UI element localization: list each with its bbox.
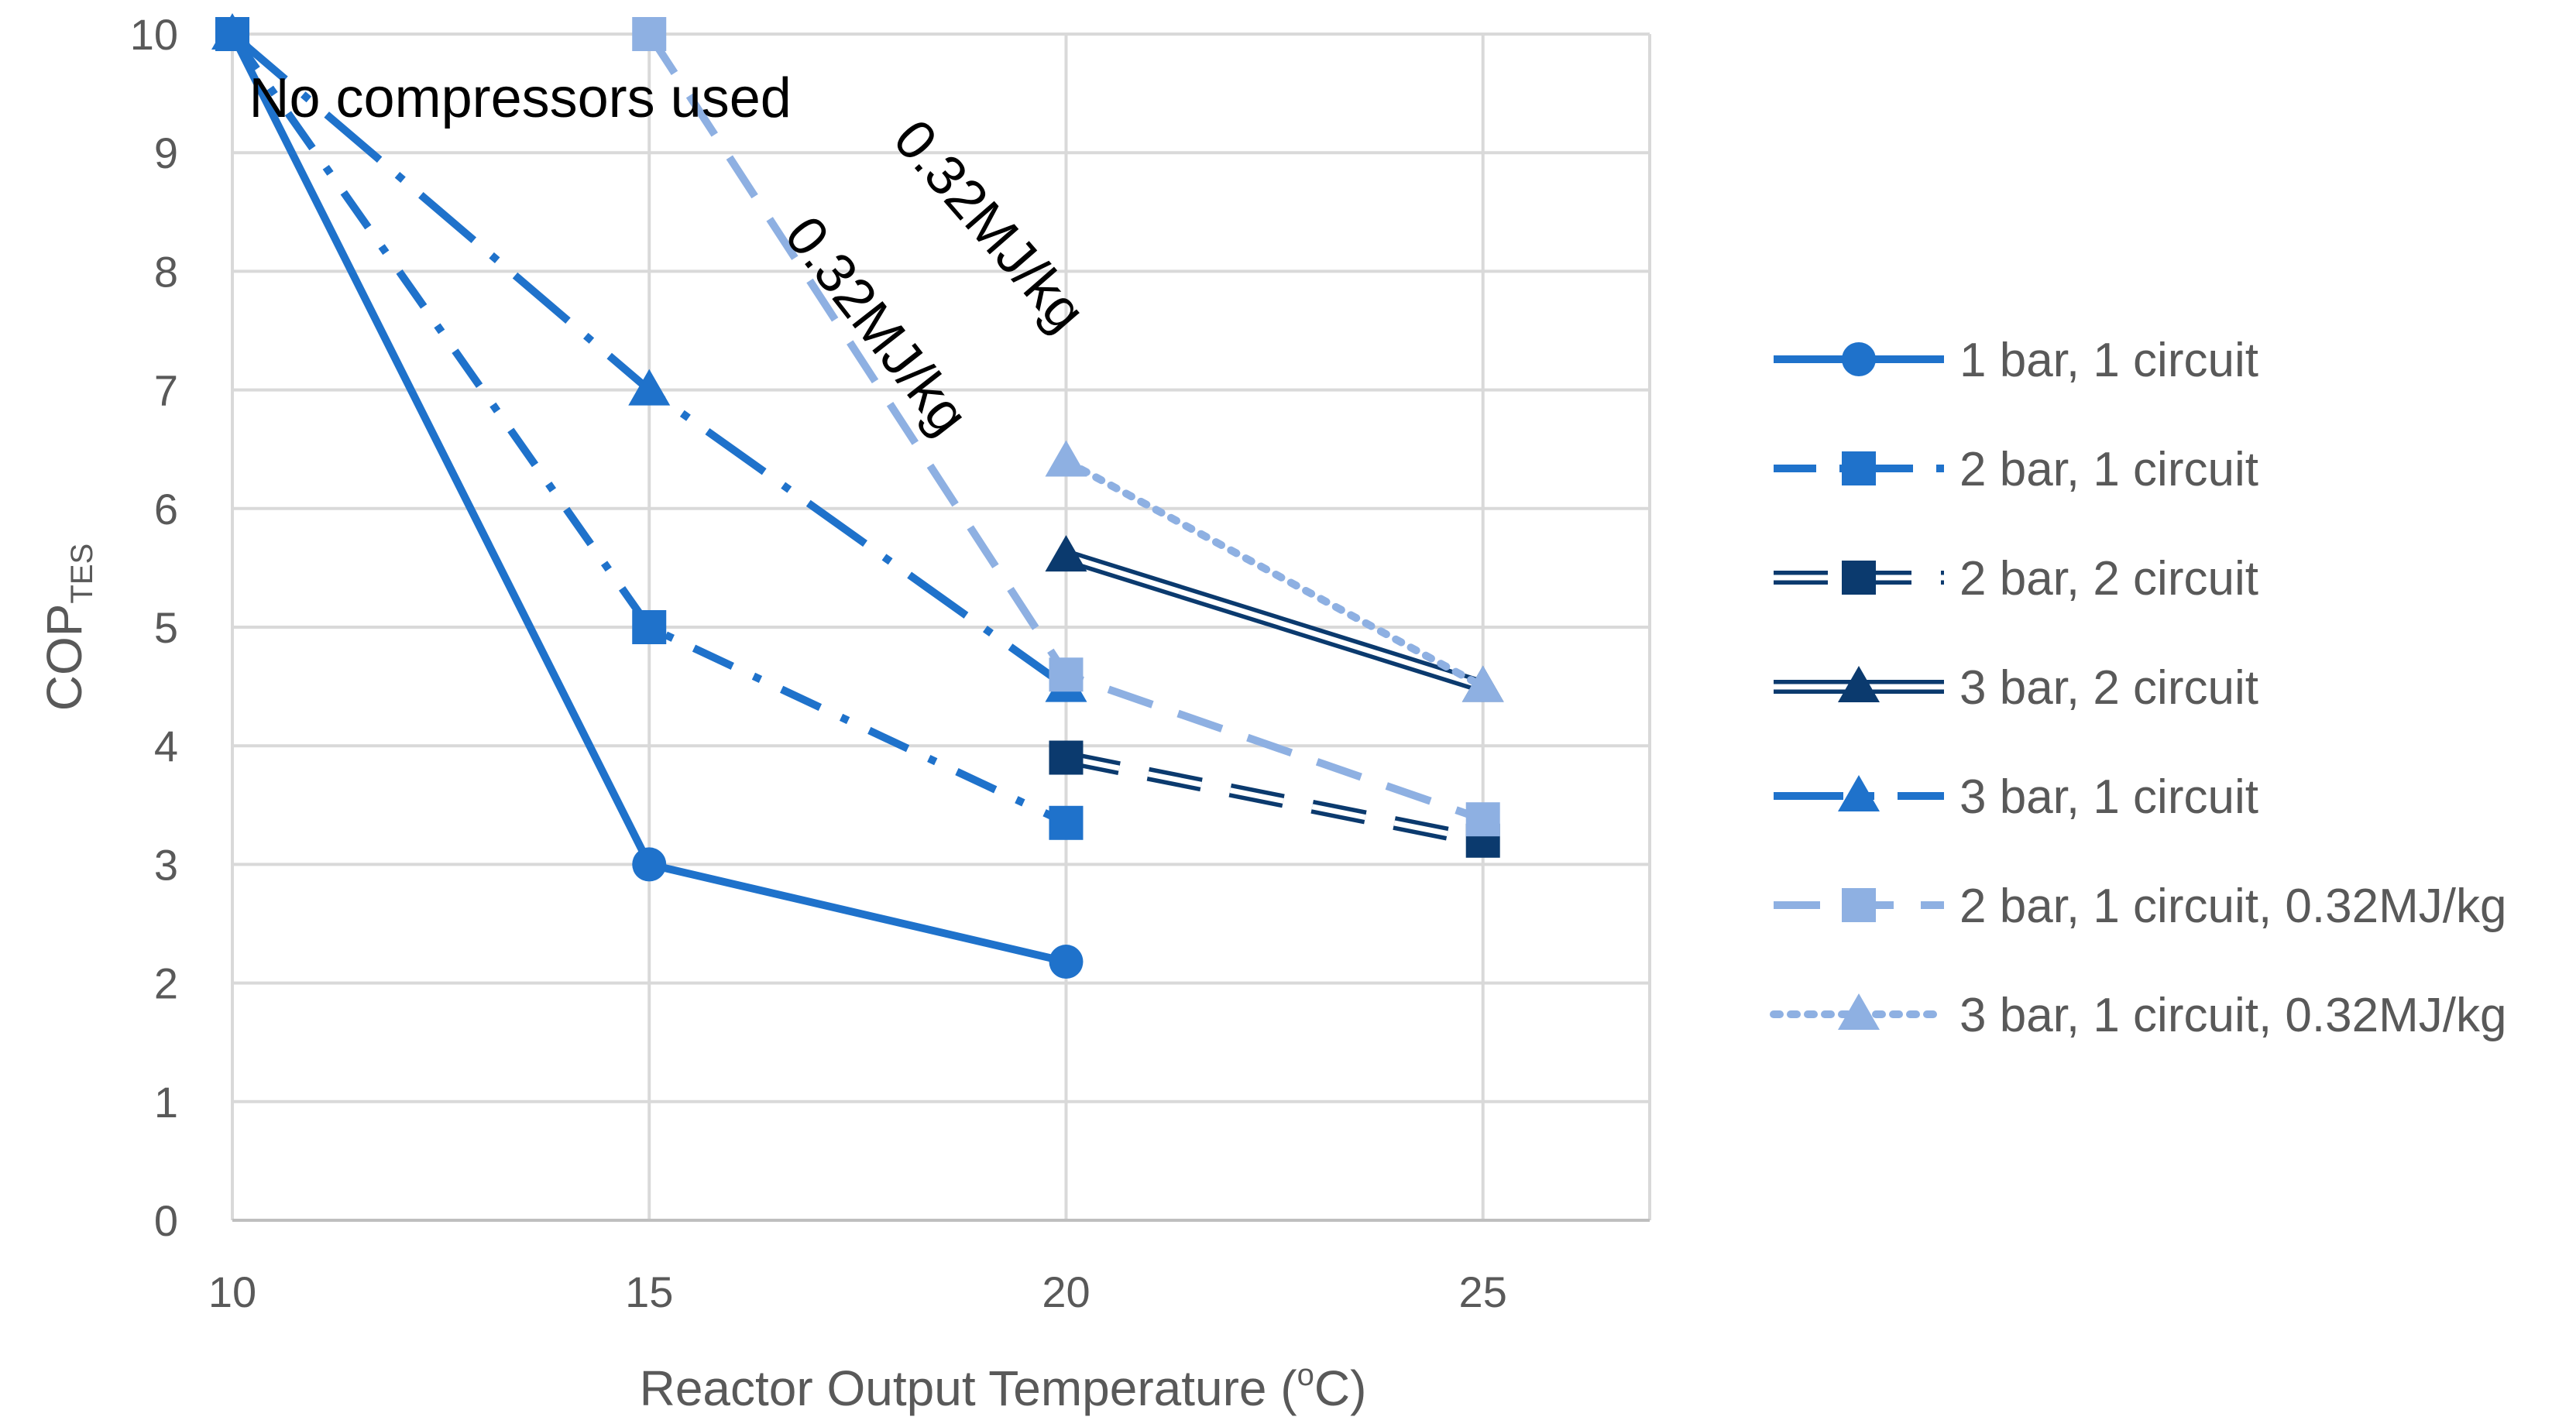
y-tick-label: 5: [154, 603, 178, 652]
data-point: [632, 847, 667, 882]
legend-item: 2 bar, 1 circuit, 0.32MJ/kg: [1774, 880, 2506, 933]
data-point: [1465, 802, 1500, 837]
y-tick-label: 9: [154, 129, 178, 177]
legend-label: 2 bar, 1 circuit: [1959, 443, 2258, 496]
annotation-label: No compressors used: [249, 67, 792, 129]
legend-item: 2 bar, 2 circuit: [1774, 552, 2258, 605]
axes: 0 1 2 3 4 5 6 7 8 9 10 10 15 20 25 Reactor Output Tempe…: [36, 10, 1650, 1416]
series-line-inner: [1065, 553, 1484, 689]
legend-label: 2 bar, 2 circuit: [1959, 552, 2258, 605]
legend-label: 3 bar, 1 circuit: [1959, 770, 2258, 824]
data-point: [1045, 535, 1087, 572]
series-line: [1062, 457, 1487, 691]
y-tick-label: 2: [154, 959, 178, 1008]
legend-swatch-marker: [1842, 451, 1876, 485]
data-point: [628, 369, 671, 406]
series-4: [1045, 535, 1504, 702]
legend-swatch-marker: [1838, 775, 1880, 811]
legend-label: 2 bar, 1 circuit, 0.32MJ/kg: [1959, 880, 2506, 933]
legend-label: 3 bar, 2 circuit: [1959, 661, 2258, 715]
legend-swatch-marker: [1842, 342, 1876, 376]
legend-swatch-marker: [1838, 666, 1880, 702]
series-line-inner: [1065, 755, 1484, 844]
data-point: [1045, 440, 1087, 477]
legend-swatch-marker: [1842, 561, 1876, 595]
data-point: [1049, 805, 1084, 840]
y-tick-label: 10: [130, 10, 178, 59]
data-point: [632, 17, 667, 51]
y-tick-label: 0: [154, 1196, 178, 1245]
y-tick-label: 3: [154, 840, 178, 889]
legend-item: 1 bar, 1 circuit: [1774, 334, 2258, 387]
x-tick-label: 10: [208, 1267, 256, 1316]
legend-swatch-marker: [1838, 993, 1880, 1030]
legend: 1 bar, 1 circuit 2 bar, 1 circuit 2 bar, 2…: [1770, 334, 2506, 1042]
x-tick-label: 20: [1042, 1267, 1090, 1316]
data-point: [632, 610, 667, 644]
data-point: [1049, 740, 1084, 775]
x-tick-label: 15: [625, 1267, 673, 1316]
y-tick-label: 6: [154, 485, 178, 533]
y-tick-label: 7: [154, 366, 178, 415]
legend-item: 2 bar, 1 circuit: [1774, 443, 2258, 496]
data-point: [211, 13, 253, 50]
annotation-label: 0.32MJ/kg: [773, 205, 981, 446]
legend-swatch-marker: [1842, 888, 1876, 922]
y-axis-title: COPTES: [36, 544, 99, 711]
x-axis-title: Reactor Output Temperature (oC): [640, 1358, 1367, 1416]
series-3: [1049, 740, 1500, 858]
series-6: [632, 17, 1500, 837]
legend-item: 3 bar, 1 circuit: [1774, 770, 2258, 824]
legend-label: 3 bar, 1 circuit, 0.32MJ/kg: [1959, 989, 2506, 1042]
x-tick-label: 25: [1459, 1267, 1507, 1316]
legend-label: 1 bar, 1 circuit: [1959, 334, 2258, 387]
data-point: [1461, 665, 1504, 702]
data-point: [1049, 945, 1084, 979]
data-point: [1049, 657, 1084, 692]
series-lines: [211, 13, 1504, 979]
legend-item: 3 bar, 2 circuit: [1774, 661, 2258, 715]
series-7: [1045, 440, 1504, 702]
y-tick-label: 1: [154, 1078, 178, 1127]
legend-item: 3 bar, 1 circuit, 0.32MJ/kg: [1770, 989, 2506, 1042]
y-tick-label: 4: [154, 722, 178, 770]
y-tick-label: 8: [154, 247, 178, 296]
